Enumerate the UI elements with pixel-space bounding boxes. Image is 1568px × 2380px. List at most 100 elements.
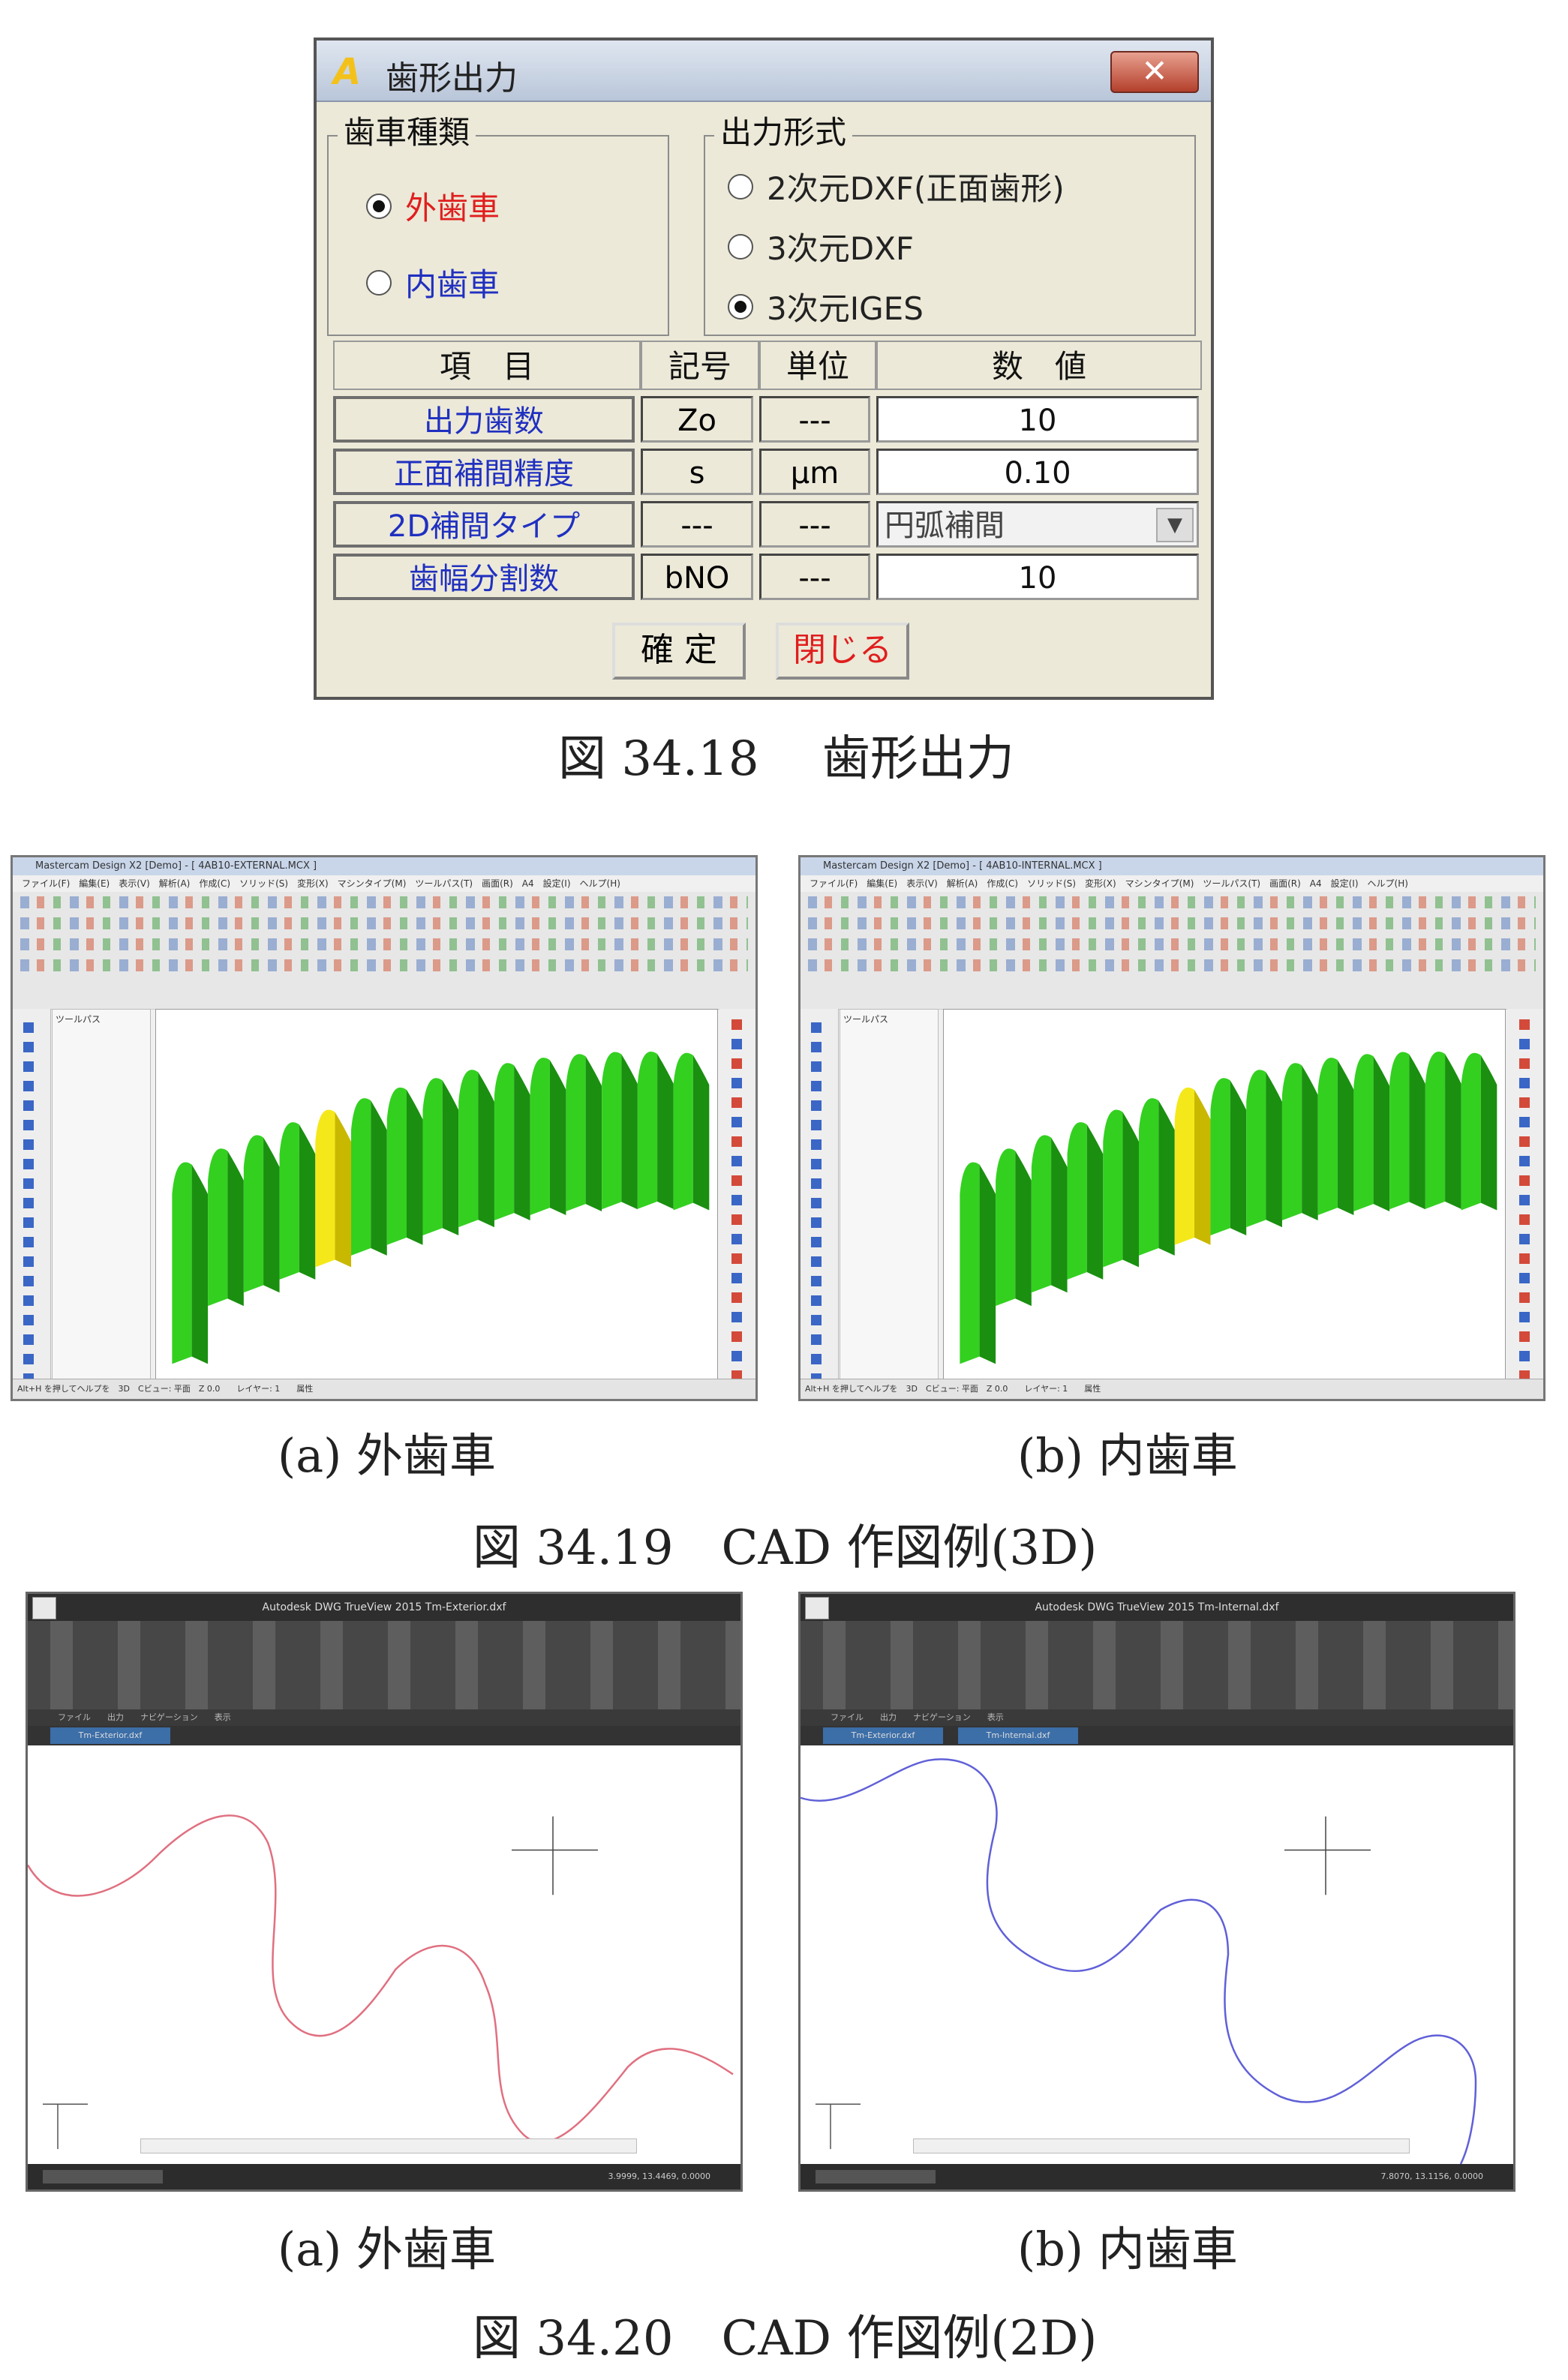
- toolbar-icons[interactable]: [808, 959, 1536, 971]
- close-button[interactable]: 閉じる: [776, 623, 909, 680]
- row-symbol: bNO: [641, 554, 753, 600]
- gear-tooth-face: [530, 1058, 550, 1215]
- row-item-face-width-divisions[interactable]: 歯幅分割数: [333, 554, 635, 600]
- radio-internal-gear[interactable]: 内歯車: [366, 260, 500, 305]
- gear-tooth-face: [208, 1148, 228, 1307]
- row-item-output-teeth[interactable]: 出力歯数: [333, 396, 635, 443]
- confirm-button[interactable]: 確 定: [612, 623, 746, 680]
- right-tool-strip[interactable]: [719, 1009, 755, 1379]
- radio-button[interactable]: [728, 233, 753, 260]
- gear-tooth-face: [960, 1162, 980, 1364]
- window-title: Autodesk DWG TrueView 2015 Tm-Exterior.d…: [28, 1594, 740, 1621]
- radio-2d-dxf[interactable]: 2次元DXF(正面歯形): [728, 164, 1065, 209]
- gear-tooth-flank: [406, 1090, 423, 1245]
- gear-tooth-flank: [299, 1124, 316, 1280]
- panel-tab-label[interactable]: ツールパス: [56, 1014, 101, 1025]
- file-tab[interactable]: Tm-Exterior.dxf: [50, 1727, 170, 1744]
- gear-tooth-face: [351, 1098, 371, 1256]
- status-bar: 3.9999, 13.4469, 0.0000: [28, 2164, 740, 2189]
- layout-tabs[interactable]: [816, 2170, 936, 2183]
- cad-3d-window-external: Mastercam Design X2 [Demo] - [ 4AB10-EXT…: [11, 855, 758, 1401]
- interp-type-select[interactable]: 円弧補間 ▼: [876, 501, 1199, 548]
- toolbar-row[interactable]: [801, 892, 1543, 914]
- command-line-input[interactable]: [913, 2138, 1410, 2153]
- toolbar-row[interactable]: [801, 955, 1543, 977]
- crosshair-cursor-icon: [512, 1816, 598, 1895]
- right-tool-strip[interactable]: [1507, 1009, 1543, 1379]
- layout-tabs[interactable]: [43, 2170, 163, 2183]
- file-tab[interactable]: Tm-Internal.dxf: [958, 1727, 1078, 1744]
- toolbar-icons[interactable]: [808, 917, 1536, 929]
- chevron-down-icon[interactable]: ▼: [1156, 508, 1194, 542]
- gear-tooth-face: [673, 1052, 693, 1211]
- gear-tooth-face: [422, 1078, 443, 1236]
- toolpath-panel: ツールパス: [52, 1009, 151, 1379]
- interp-accuracy-input[interactable]: 0.10: [876, 449, 1199, 495]
- radio-button-selected[interactable]: [366, 193, 392, 219]
- face-width-divisions-input[interactable]: 10: [876, 554, 1199, 600]
- toolbar-row[interactable]: [801, 934, 1543, 956]
- gear-tooth-flank: [1373, 1056, 1390, 1212]
- toolbar-icons[interactable]: [20, 917, 748, 929]
- radio-external-gear[interactable]: 外歯車: [366, 183, 500, 229]
- row-symbol: ---: [641, 501, 753, 548]
- gear-tooth-face: [386, 1087, 407, 1245]
- row-item-interp-accuracy[interactable]: 正面補間精度: [333, 449, 635, 495]
- app-logo-icon[interactable]: [805, 1597, 829, 1619]
- toolbar-row[interactable]: [801, 976, 1543, 1010]
- toolbar-row[interactable]: [13, 913, 755, 935]
- output-teeth-input[interactable]: 10: [876, 396, 1199, 443]
- gear-tooth-flank: [1086, 1124, 1104, 1280]
- toolbar-icons[interactable]: [20, 896, 748, 908]
- gear-tooth-flank: [1266, 1072, 1282, 1228]
- menu-bar[interactable]: ファイル(F) 編集(E) 表示(V) 解析(A) 作成(C) ソリッド(S) …: [801, 875, 1543, 892]
- 3d-viewport[interactable]: [943, 1009, 1506, 1379]
- subcaption-b-2d: (b) 内歯車: [1017, 2222, 1238, 2276]
- ribbon-panel-labels: ファイル 出力 ナビゲーション 表示: [801, 1709, 1513, 1726]
- gear-tooth-face: [996, 1148, 1016, 1307]
- panel-tab-label[interactable]: ツールパス: [843, 1014, 889, 1025]
- toolbar-icons[interactable]: [808, 938, 1536, 950]
- file-tab[interactable]: Tm-Exterior.dxf: [823, 1727, 943, 1744]
- toolbar-row[interactable]: [13, 892, 755, 914]
- file-tab-bar: Tm-Exterior.dxf: [28, 1726, 740, 1745]
- radio-button-selected[interactable]: [728, 293, 753, 320]
- drawing-canvas[interactable]: [801, 1745, 1513, 2164]
- gear-tooth-flank: [1302, 1065, 1318, 1221]
- row-unit: ---: [759, 554, 870, 600]
- row-item-2d-interp-type[interactable]: 2D補間タイプ: [333, 501, 635, 548]
- gear-type-group: 歯車種類 外歯車 内歯車: [327, 114, 669, 336]
- gear-tooth-face: [315, 1109, 335, 1268]
- radio-3d-iges[interactable]: 3次元IGES: [728, 284, 924, 329]
- dialog-titlebar[interactable]: A 歯形出力 ✕: [317, 41, 1211, 102]
- toolbar-icons[interactable]: [20, 959, 748, 971]
- toolbar-row[interactable]: [801, 913, 1543, 935]
- ribbon-toolbar[interactable]: [28, 1621, 740, 1709]
- toolbar-icons[interactable]: [808, 896, 1536, 908]
- ribbon-toolbar[interactable]: [801, 1621, 1513, 1709]
- command-line-input[interactable]: [140, 2138, 637, 2153]
- toolbar-row[interactable]: [13, 976, 755, 1010]
- gear-tooth-flank: [692, 1055, 710, 1211]
- table-header-symbol: 記号: [641, 341, 759, 390]
- drawing-canvas[interactable]: [28, 1745, 740, 2164]
- menu-bar[interactable]: ファイル(F) 編集(E) 表示(V) 解析(A) 作成(C) ソリッド(S) …: [13, 875, 755, 892]
- toolbar-row[interactable]: [13, 934, 755, 956]
- left-tool-strip[interactable]: [13, 1009, 51, 1379]
- toolbar-row[interactable]: [13, 955, 755, 977]
- left-tool-strip[interactable]: [801, 1009, 839, 1379]
- app-logo-icon[interactable]: [32, 1597, 56, 1619]
- status-bar: Alt+H を押してヘルプを 3D Cビュー: 平面 Z 0.0 レイヤー: 1…: [13, 1379, 755, 1399]
- toolbar-icons[interactable]: [20, 938, 748, 950]
- radio-label-2d-dxf: 2次元DXF(正面歯形): [767, 170, 1065, 207]
- close-icon[interactable]: ✕: [1110, 51, 1199, 93]
- coordinate-readout: 7.8070, 13.1156, 0.0000: [1380, 2171, 1483, 2181]
- table-header-value: 数 値: [876, 341, 1202, 390]
- radio-button[interactable]: [366, 269, 392, 296]
- toolpath-panel: ツールパス: [840, 1009, 939, 1379]
- radio-3d-dxf[interactable]: 3次元DXF: [728, 224, 914, 269]
- 3d-viewport[interactable]: [155, 1009, 718, 1379]
- gear-tooth-face: [1281, 1063, 1302, 1221]
- radio-button[interactable]: [728, 173, 753, 200]
- app-icon: A: [333, 51, 362, 93]
